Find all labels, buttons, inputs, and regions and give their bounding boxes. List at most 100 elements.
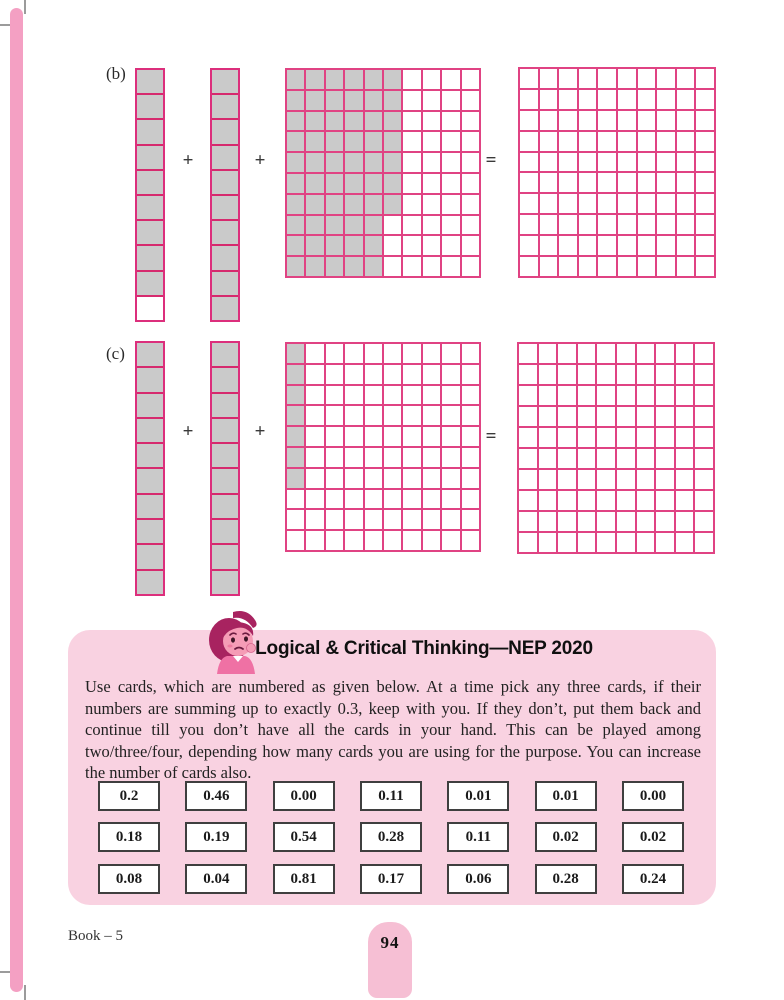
grid-cell	[695, 256, 715, 277]
grid-cell	[519, 235, 539, 257]
grid-cell	[441, 89, 461, 111]
grid-cell	[344, 384, 364, 406]
grid-cell	[402, 214, 422, 236]
grid-cell	[363, 530, 383, 551]
number-card: 0.28	[359, 822, 422, 852]
grid-cell	[518, 532, 538, 553]
grid-cell	[557, 490, 577, 511]
grid-cell	[305, 235, 325, 257]
grid-cell	[286, 426, 306, 447]
grid-cell	[636, 109, 657, 131]
tenths-strip	[210, 68, 240, 322]
grid-cell	[597, 68, 617, 89]
grid-cell	[674, 511, 695, 532]
grid-cell	[344, 405, 364, 427]
cropmark-bottom-left-v	[24, 985, 26, 1000]
grid-cell	[324, 89, 345, 111]
strip-cell	[137, 145, 163, 171]
grid-cell	[616, 364, 636, 385]
grid-cell	[441, 343, 461, 364]
grid-cell	[675, 130, 696, 152]
grid-cell	[441, 426, 461, 447]
grid-cell	[655, 427, 675, 448]
plus-sign: +	[254, 150, 266, 171]
grid-cell	[305, 530, 325, 551]
grid-cell	[636, 151, 657, 173]
grid-cell	[344, 467, 364, 489]
grid-cell	[324, 172, 345, 194]
grid-cell	[655, 343, 675, 364]
grid-cell	[402, 509, 422, 531]
grid-cell	[596, 385, 616, 406]
exercise-label-b: (b)	[106, 64, 126, 83]
grid-cell	[675, 214, 696, 236]
grid-cell	[363, 426, 383, 447]
grid-cell	[324, 467, 345, 489]
tenths-strip	[135, 341, 165, 596]
grid-cell	[402, 426, 422, 447]
grid-cell	[305, 488, 325, 510]
grid-cell	[558, 88, 578, 110]
grid-cell	[402, 363, 422, 385]
grid-cell	[674, 385, 695, 406]
tenths-strip	[135, 68, 165, 322]
grid-cell	[382, 69, 403, 90]
grid-cell	[577, 109, 598, 131]
grid-cell	[636, 172, 657, 194]
grid-cell	[363, 69, 383, 90]
grid-cell	[344, 363, 364, 385]
grid-cell	[596, 427, 616, 448]
grid-cell	[656, 256, 676, 277]
number-card: 0.04	[185, 864, 248, 894]
grid-cell	[402, 235, 422, 257]
grid-cell	[518, 511, 538, 532]
grid-cell	[596, 532, 616, 553]
grid-cell	[324, 509, 345, 531]
grid-cell	[596, 406, 616, 427]
grid-cell	[674, 448, 695, 469]
grid-cell	[597, 172, 617, 194]
strip-cell	[212, 343, 238, 369]
grid-cell	[616, 406, 636, 427]
grid-cell	[519, 256, 539, 277]
strip-cell	[137, 246, 163, 272]
grid-cell	[344, 235, 364, 257]
grid-cell	[538, 256, 559, 277]
grid-cell	[421, 131, 442, 153]
grid-cell	[558, 130, 578, 152]
grid-cell	[518, 469, 538, 490]
grid-cell	[596, 469, 616, 490]
grid-cell	[576, 511, 597, 532]
grid-cell	[557, 532, 577, 553]
number-card: 0.00	[621, 781, 684, 811]
grid-cell	[382, 467, 403, 489]
grid-cell	[695, 130, 715, 152]
grid-cell	[557, 343, 577, 364]
grid-cell	[635, 532, 656, 553]
grid-cell	[324, 384, 345, 406]
result-grid	[517, 342, 715, 554]
strip-cell	[212, 95, 238, 121]
plus-sign: +	[182, 421, 194, 442]
grid-cell	[617, 172, 637, 194]
grid-cell	[382, 152, 403, 173]
grid-cell	[382, 89, 403, 111]
grid-cell	[382, 193, 403, 215]
grid-cell	[286, 467, 306, 489]
grid-cell	[286, 343, 306, 364]
grid-cell	[402, 193, 422, 215]
grid-cell	[305, 214, 325, 236]
grid-cell	[324, 110, 345, 132]
number-card: 0.54	[272, 822, 335, 852]
grid-cell	[460, 152, 480, 173]
grid-cell	[402, 446, 422, 468]
grid-cell	[617, 193, 637, 215]
grid-cell	[402, 89, 422, 111]
strip-cell	[212, 296, 238, 321]
strip-cell	[212, 393, 238, 419]
hundredths-grid	[285, 68, 481, 278]
grid-cell	[460, 131, 480, 153]
grid-cell	[537, 343, 558, 364]
strip-cell	[137, 494, 163, 521]
grid-cell	[460, 89, 480, 111]
